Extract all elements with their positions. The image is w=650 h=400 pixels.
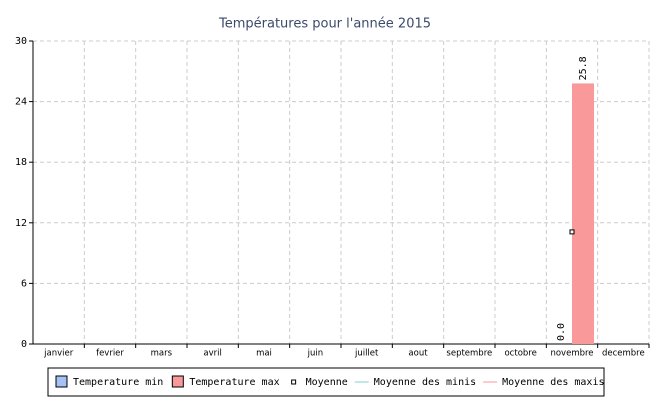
legend-swatch <box>55 375 68 388</box>
bar <box>572 83 594 345</box>
data-label: 0.0 <box>556 323 567 341</box>
x-tick-label: janvier <box>43 349 74 359</box>
legend-label: Temperature min <box>73 377 163 388</box>
legend-box <box>47 367 605 397</box>
legend-label: Moyenne <box>306 377 348 388</box>
data-label: 25.8 <box>578 56 589 80</box>
x-tick-label: mai <box>256 349 272 359</box>
legend-label: Moyenne des maxis <box>502 377 604 388</box>
y-tick-label: 24 <box>15 97 27 108</box>
y-tick-label: 6 <box>21 278 27 289</box>
x-tick-label: novembre <box>550 349 593 359</box>
legend-label: Moyenne des minis <box>374 377 476 388</box>
x-tick-label: mars <box>151 349 173 359</box>
x-tick-label: juillet <box>354 349 379 359</box>
y-tick-label: 18 <box>15 157 27 168</box>
y-tick-label: 12 <box>15 218 27 229</box>
x-tick-label: avril <box>203 349 221 359</box>
y-tick-label: 30 <box>15 36 27 47</box>
y-tick-label: 0 <box>21 339 27 350</box>
x-tick-label: octobre <box>504 349 536 359</box>
x-tick-label: septembre <box>446 349 492 359</box>
point <box>569 229 575 235</box>
chart-title: Températures pour l'année 2015 <box>218 17 431 32</box>
x-tick-label: juin <box>307 349 324 359</box>
legend-swatch <box>291 379 297 385</box>
legend-label: Temperature max <box>189 377 279 388</box>
x-tick-label: aout <box>408 349 428 359</box>
legend-swatch <box>171 375 184 388</box>
x-tick-label: decembre <box>602 349 645 359</box>
x-tick-label: fevrier <box>96 349 124 359</box>
